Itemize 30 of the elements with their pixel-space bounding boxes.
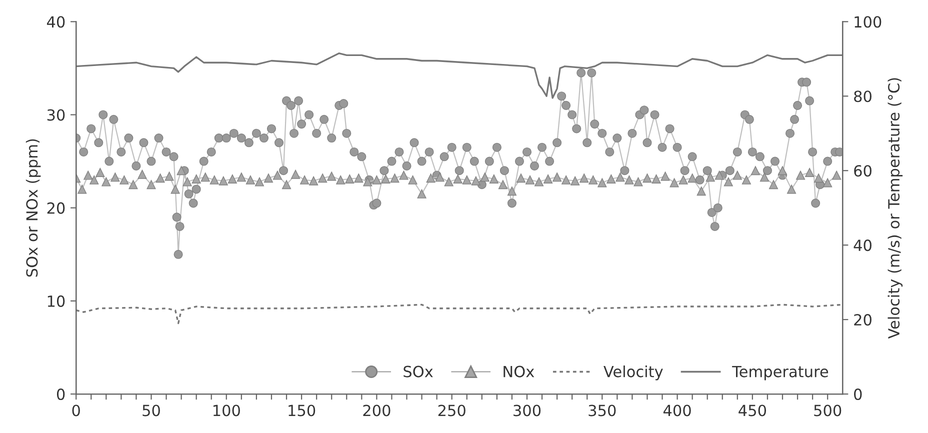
y-tick-label: 0 [56,388,65,400]
y2-tick-label: 80 [854,90,872,102]
y2-tick-label: 60 [854,165,872,177]
x-tick-label: 100 [213,404,240,416]
y-tick-label: 30 [47,109,65,121]
y2-tick-label: 0 [854,388,862,400]
x-tick-label: 500 [814,404,842,416]
y2-tick-label: 40 [854,240,872,252]
x-tick-label: 300 [514,404,541,416]
line-series [76,304,843,324]
legend-label: Temperature [732,366,828,380]
x-tick-label: 400 [663,404,691,416]
line-series [76,52,843,99]
legend-label: NOx [504,366,534,378]
y-tick-label: 20 [47,202,65,214]
legend-label: Velocity [604,365,663,380]
y2-tick-label: 100 [854,16,882,28]
x-tick-label: 350 [588,404,616,416]
x-tick-label: 450 [738,404,766,416]
y-tick-label: 40 [46,16,65,28]
y2-tick-label: 20 [854,314,872,326]
y2-axis-title: Velocity (m/s) or Temperature (°C) [888,78,903,339]
x-tick-label: 250 [438,404,466,416]
x-tick-label: 200 [363,404,390,416]
x-tick-label: 50 [142,404,160,416]
y-tick-label: 10 [48,295,65,307]
legend-label: SOx [404,366,433,378]
x-tick-label: 0 [72,404,80,416]
x-tick-label: 150 [288,404,316,416]
y-axis-title: SOx or NOx (ppm) [26,139,41,277]
